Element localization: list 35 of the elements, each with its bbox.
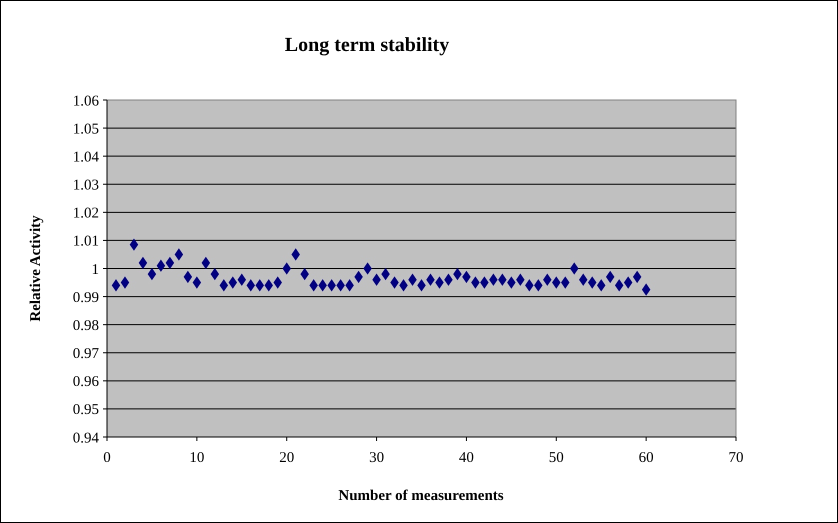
y-tick-label: 1.03 [72, 178, 99, 194]
y-tick-label: 0.98 [72, 318, 99, 334]
point [444, 274, 453, 286]
point [408, 274, 417, 286]
point [543, 274, 552, 286]
x-tick-label: 50 [548, 450, 564, 466]
point [516, 274, 525, 286]
y-tick-label: 1.05 [72, 121, 99, 138]
point [156, 260, 166, 272]
x-tick-label: 10 [189, 450, 204, 466]
y-tick-label: 1.01 [72, 234, 99, 250]
y-tick-label: 0.96 [72, 374, 100, 390]
x-tick-label: 30 [369, 450, 384, 466]
x-tick-label: 70 [728, 450, 744, 466]
point [238, 274, 246, 286]
x-tick-label: 20 [279, 450, 294, 466]
x-tick-label: 40 [458, 450, 474, 466]
y-tick-label: 0.95 [72, 402, 99, 418]
point [498, 274, 507, 286]
x-axis-title: Number of measurements [338, 488, 504, 504]
point [489, 274, 498, 286]
y-tick-label: 1 [92, 262, 99, 278]
y-tick-label: 1.04 [72, 149, 100, 166]
x-tick-label: 0 [103, 450, 111, 466]
y-tick-label: 0.94 [72, 430, 100, 446]
y-tick-label: 0.97 [72, 346, 100, 362]
y-tick-label: 1.06 [72, 93, 100, 110]
chart-title: Long term stability [284, 34, 450, 56]
y-tick-label: 1.02 [72, 206, 99, 222]
point [372, 274, 381, 286]
y-axis-title: Relative Activity [28, 214, 44, 322]
point [578, 274, 588, 286]
y-tick-label: 0.99 [72, 290, 99, 306]
x-tick-label: 60 [638, 450, 654, 466]
point [426, 274, 435, 286]
